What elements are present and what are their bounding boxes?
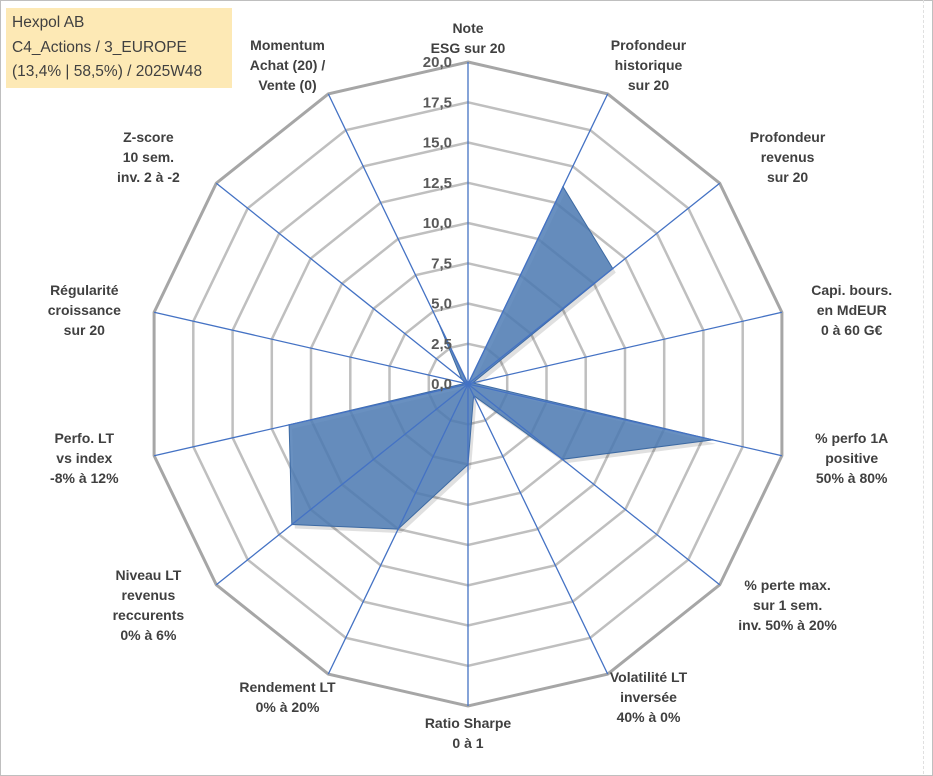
info-box: Hexpol AB C4_Actions / 3_EUROPE (13,4% |… <box>6 8 232 88</box>
axis-spoke-10 <box>153 383 469 457</box>
category-label-1: Profondeur historique sur 20 <box>611 37 687 93</box>
axis-spoke-6 <box>467 383 609 675</box>
tick-label: 0,0 <box>431 376 452 393</box>
axis-spoke-1 <box>467 93 609 385</box>
category-label-0: Note ESG sur 20 <box>431 20 506 56</box>
category-label-7: Ratio Sharpe 0 à 1 <box>425 715 512 751</box>
category-label-11: Régularité croissance sur 20 <box>48 282 121 338</box>
axis-spokes <box>153 62 783 706</box>
portfolio-path: C4_Actions / 3_EUROPE <box>12 38 187 56</box>
scroll-edge <box>923 0 932 774</box>
category-label-4: % perfo 1A positive 50% à 80% <box>815 430 888 486</box>
category-label-6: Volatilité LT inversée 40% à 0% <box>610 669 688 725</box>
axis-spoke-3 <box>467 311 783 385</box>
tick-label: 5,0 <box>431 296 452 313</box>
category-label-9: Niveau LT revenus reccurents 0% à 6% <box>113 567 185 643</box>
performance-stats: (13,4% | 58,5%) / 2025W48 <box>12 63 203 80</box>
tick-labels: 0,0 2,5 5,0 7,5 10,0 12,5 15,0 17,5 20,0 <box>423 54 452 393</box>
tick-label: 12,5 <box>423 175 452 192</box>
tick-label: 10,0 <box>423 215 452 232</box>
category-label-2: Profondeur revenus sur 20 <box>750 129 826 185</box>
tick-label: 7,5 <box>431 255 452 272</box>
company-name: Hexpol AB <box>12 14 85 31</box>
category-label-10: Perfo. LT vs index -8% à 12% <box>50 430 119 486</box>
category-label-3: Capi. bours. en MdEUR 0 à 60 G€ <box>811 282 892 338</box>
axis-spoke-11 <box>153 311 469 385</box>
tick-label: 15,0 <box>423 135 452 152</box>
axis-spoke-5 <box>467 383 721 586</box>
category-label-8: Rendement LT 0% à 20% <box>239 679 336 715</box>
axis-spoke-12 <box>215 182 469 385</box>
axis-spoke-8 <box>327 383 469 675</box>
axis-spoke-2 <box>467 182 721 385</box>
category-labels: Note ESG sur 20 Profondeur historique sur 20… <box>48 20 892 751</box>
axis-spoke-9 <box>215 383 469 586</box>
category-label-13: Momentum Achat (20) / Vente (0) <box>250 37 326 93</box>
category-label-5: % perte max. sur 1 sem. inv. 50% à 20% <box>738 577 837 633</box>
category-label-12: Z-score 10 sem. inv. 2 à -2 <box>117 129 180 185</box>
tick-label: 20,0 <box>423 54 452 71</box>
tick-label: 2,5 <box>431 336 452 353</box>
axis-spoke-13 <box>327 93 469 385</box>
axis-spoke-4 <box>467 383 783 457</box>
tick-label: 17,5 <box>423 94 452 111</box>
